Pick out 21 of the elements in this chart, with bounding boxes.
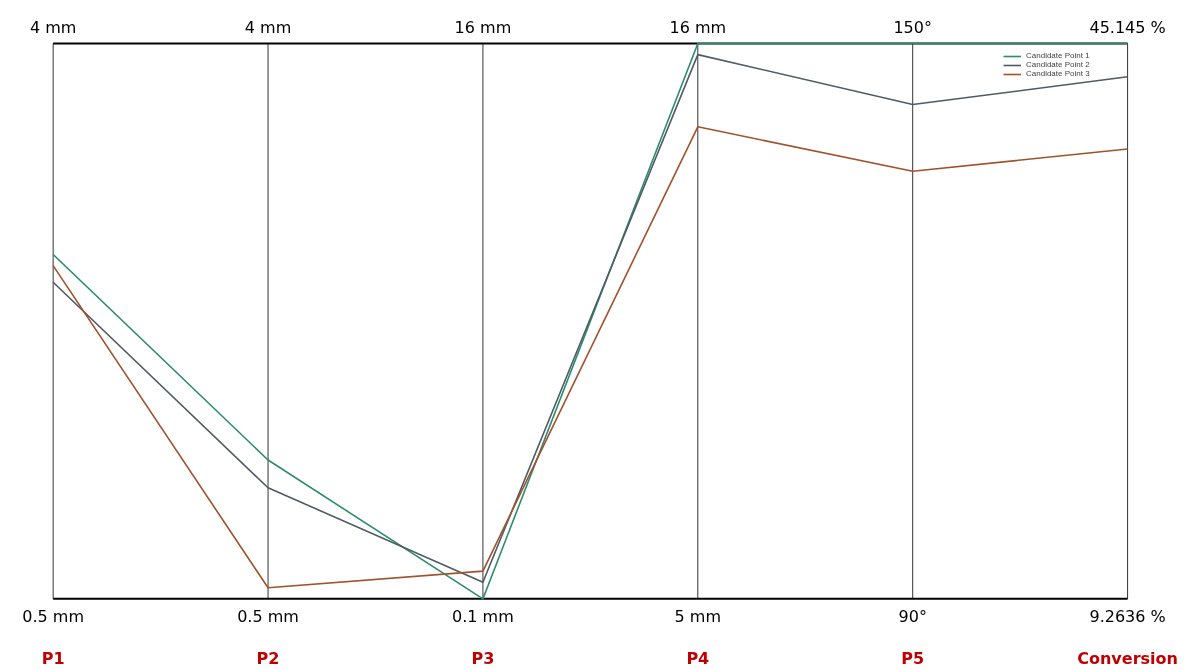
- x-tick-label: P1: [41, 648, 65, 668]
- text: 150°: [893, 18, 932, 38]
- text: 4 mm: [244, 18, 292, 38]
- text: 16 mm: [454, 18, 512, 38]
- legend-label: Candidate Point 2: [1026, 60, 1090, 69]
- x-tick-label: P4: [686, 648, 710, 668]
- text: 0.1 mm: [452, 606, 514, 626]
- x-tick-label: P2: [256, 648, 280, 668]
- legend-label: Candidate Point 3: [1026, 69, 1090, 78]
- x-tick-label: P3: [471, 648, 495, 668]
- x-tick-label: Conversion: [1077, 648, 1178, 668]
- text: 4 mm: [29, 18, 77, 38]
- text: 0.5 mm: [237, 606, 299, 626]
- legend-label: Candidate Point 1: [1026, 51, 1090, 60]
- text: 45.145 %: [1089, 18, 1166, 38]
- text: 0.5 mm: [22, 606, 84, 626]
- text: 9.2636 %: [1089, 606, 1166, 626]
- text: 90°: [898, 606, 927, 626]
- text: 16 mm: [669, 18, 727, 38]
- text: 5 mm: [674, 606, 722, 626]
- x-tick-label: P5: [901, 648, 925, 668]
